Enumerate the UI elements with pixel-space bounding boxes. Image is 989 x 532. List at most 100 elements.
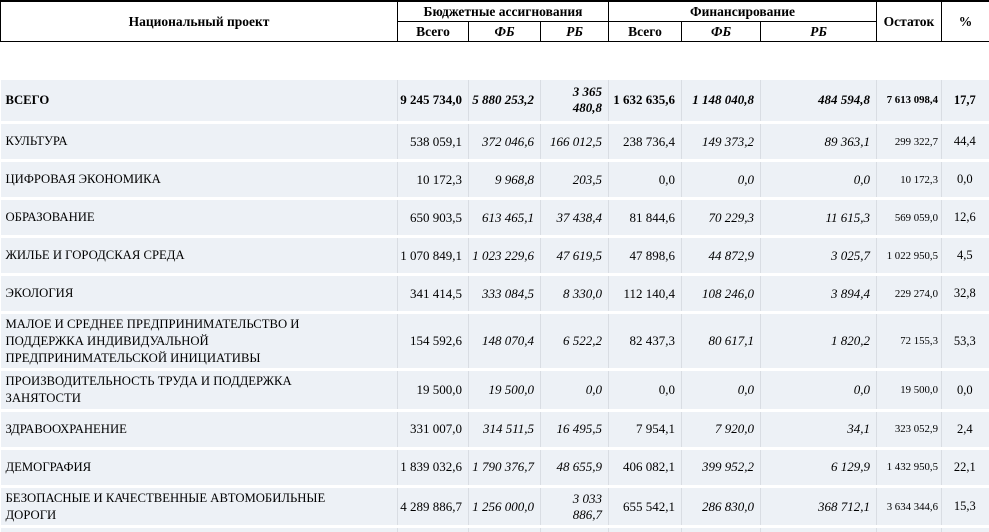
value-cell: 108 246,0 (681, 274, 761, 314)
value-cell: 149 373,2 (681, 122, 761, 162)
value-cell: 0,0 (681, 369, 761, 412)
value-cell: 368 712,1 (760, 486, 877, 529)
value-cell: 8 330,0 (540, 274, 609, 314)
value-cell: 72 155,3 (876, 312, 942, 372)
value-cell: 82 437,3 (608, 312, 682, 372)
project-name-cell: ЭКОЛОГИЯ (0, 274, 398, 314)
value-cell: 4 289 886,7 (397, 486, 469, 529)
value-cell: 3 634 344,6 (876, 486, 942, 529)
project-name-cell: ОБРАЗОВАНИЕ (0, 198, 398, 238)
value-cell: 148 070,4 (468, 312, 541, 372)
value-cell: 0,0 (608, 369, 682, 412)
value-cell: 17,7 (941, 79, 989, 124)
value-cell: 7 954,1 (608, 410, 682, 450)
value-cell: 16 495,5 (540, 410, 609, 450)
table-header: Национальный проект Бюджетные ассигнован… (0, 0, 989, 42)
table-row: ЦИФРОВАЯ ЭКОНОМИКА 10 172,3 9 968,8 203,5 0,… (0, 160, 989, 200)
project-name-cell: КУЛЬТУРА (0, 122, 398, 162)
table-row: ПРОИЗВОДИТЕЛЬНОСТЬ ТРУДА И ПОДДЕРЖКА ЗАН… (0, 369, 989, 412)
table-row: ЭКОЛОГИЯ 341 414,5 333 084,5 8 330,0 112 140… (0, 274, 989, 314)
column-header-percent: % (941, 0, 989, 42)
value-cell: 0,0 (941, 369, 989, 412)
table-body: ВСЕГО 9 245 734,0 5 880 253,2 3 365 480,8 1 … (0, 41, 989, 532)
value-cell: 15,3 (941, 486, 989, 529)
value-cell: 3 365 480,8 (540, 79, 609, 124)
project-name-cell: ВСЕГО (0, 79, 398, 124)
value-cell: 333 084,5 (468, 274, 541, 314)
value-cell: 286 830,0 (681, 486, 761, 529)
project-name-label: ПРОИЗВОДИТЕЛЬНОСТЬ ТРУДА И ПОДДЕРЖКА ЗАН… (5, 374, 292, 406)
project-name-cell: МЕЖДУНАРОДНАЯ КООПЕРАЦИЯ И ЭКСПОРТ (0, 526, 398, 532)
value-cell: 650 903,5 (397, 198, 469, 238)
table-row: ЗДРАВООХРАНЕНИЕ 331 007,0 314 511,5 16 495,… (0, 410, 989, 450)
project-name-label: ЭКОЛОГИЯ (5, 286, 74, 301)
value-cell: 655 542,1 (608, 486, 682, 529)
column-group-budget: Бюджетные ассигнования (397, 0, 609, 22)
value-cell: 12,6 (941, 198, 989, 238)
value-cell: 6 522,2 (540, 312, 609, 372)
column-header-project: Национальный проект (0, 0, 398, 42)
value-cell: 569 059,0 (876, 198, 942, 238)
value-cell: 0,0 (941, 160, 989, 200)
project-name-cell: ПРОИЗВОДИТЕЛЬНОСТЬ ТРУДА И ПОДДЕРЖКА ЗАН… (0, 369, 398, 412)
value-cell: 7 920,0 (681, 410, 761, 450)
project-name-cell: ЗДРАВООХРАНЕНИЕ (0, 410, 398, 450)
value-cell: 372 046,6 (468, 122, 541, 162)
value-cell: 10 172,3 (876, 160, 942, 200)
value-cell: 406 082,1 (608, 448, 682, 488)
project-name-label: ЗДРАВООХРАНЕНИЕ (5, 421, 127, 436)
value-cell: 341 414,5 (397, 274, 469, 314)
value-cell: 0,0 (681, 160, 761, 200)
value-cell: 53,3 (941, 312, 989, 372)
value-cell: 47 898,6 (608, 236, 682, 276)
value-cell: 1 022 950,5 (876, 236, 942, 276)
value-cell: 0,0 (760, 369, 877, 412)
column-group-financing: Финансирование (608, 0, 877, 22)
value-cell: 0,0 (608, 160, 682, 200)
header-body-gap (0, 41, 989, 80)
column-header-financing-total: Всего (608, 21, 682, 42)
value-cell: 32,8 (941, 274, 989, 314)
project-name-label: БЕЗОПАСНЫЕ И КАЧЕСТВЕННЫЕ АВТОМОБИЛЬНЫЕ … (5, 490, 326, 522)
value-cell: 238 736,4 (608, 122, 682, 162)
value-cell: 0,0 (760, 526, 877, 532)
value-cell: 1 790 376,7 (468, 448, 541, 488)
value-cell: 19 500,0 (397, 369, 469, 412)
column-header-budget-rb: РБ (540, 21, 609, 42)
value-cell: 299 322,7 (876, 122, 942, 162)
value-cell: 70 229,3 (681, 198, 761, 238)
value-cell: 314 511,5 (468, 410, 541, 450)
value-cell: 9 968,8 (468, 160, 541, 200)
value-cell: 331 007,0 (397, 410, 469, 450)
value-cell: 323 052,9 (876, 410, 942, 450)
project-name-label: ОБРАЗОВАНИЕ (5, 210, 95, 225)
value-cell: 1 632 635,6 (608, 79, 682, 124)
value-cell: 6 129,9 (760, 448, 877, 488)
value-cell: 0,0 (941, 526, 989, 532)
header-row-subcolumns: Всего ФБ РБ Всего ФБ РБ (1, 21, 989, 42)
value-cell: 316,7 (876, 526, 942, 532)
value-cell: 538 059,1 (397, 122, 469, 162)
project-name-cell: МАЛОЕ И СРЕДНЕЕ ПРЕДПРИНИМАТЕЛЬСТВО И ПО… (0, 312, 398, 372)
value-cell: 81 844,6 (608, 198, 682, 238)
value-cell: 1 256 000,0 (468, 486, 541, 529)
value-cell: 316,7 (540, 526, 609, 532)
value-cell: 19 500,0 (468, 369, 541, 412)
value-cell: 613 465,1 (468, 198, 541, 238)
value-cell: 44,4 (941, 122, 989, 162)
project-name-label: КУЛЬТУРА (5, 134, 68, 149)
project-name-cell: ЖИЛЬЕ И ГОРОДСКАЯ СРЕДА (0, 236, 398, 276)
column-header-remainder: Остаток (876, 0, 942, 42)
value-cell: 34,1 (760, 410, 877, 450)
value-cell: 47 619,5 (540, 236, 609, 276)
value-cell: 48 655,9 (540, 448, 609, 488)
table-row: БЕЗОПАСНЫЕ И КАЧЕСТВЕННЫЕ АВТОМОБИЛЬНЫЕ … (0, 486, 989, 529)
table-row: ДЕМОГРАФИЯ 1 839 032,6 1 790 376,7 48 655,9… (0, 448, 989, 488)
value-cell: 2,4 (941, 410, 989, 450)
value-cell: 44 872,9 (681, 236, 761, 276)
value-cell: 1 148 040,8 (681, 79, 761, 124)
value-cell: 203,5 (540, 160, 609, 200)
value-cell: 3 025,7 (760, 236, 877, 276)
value-cell: 484 594,8 (760, 79, 877, 124)
